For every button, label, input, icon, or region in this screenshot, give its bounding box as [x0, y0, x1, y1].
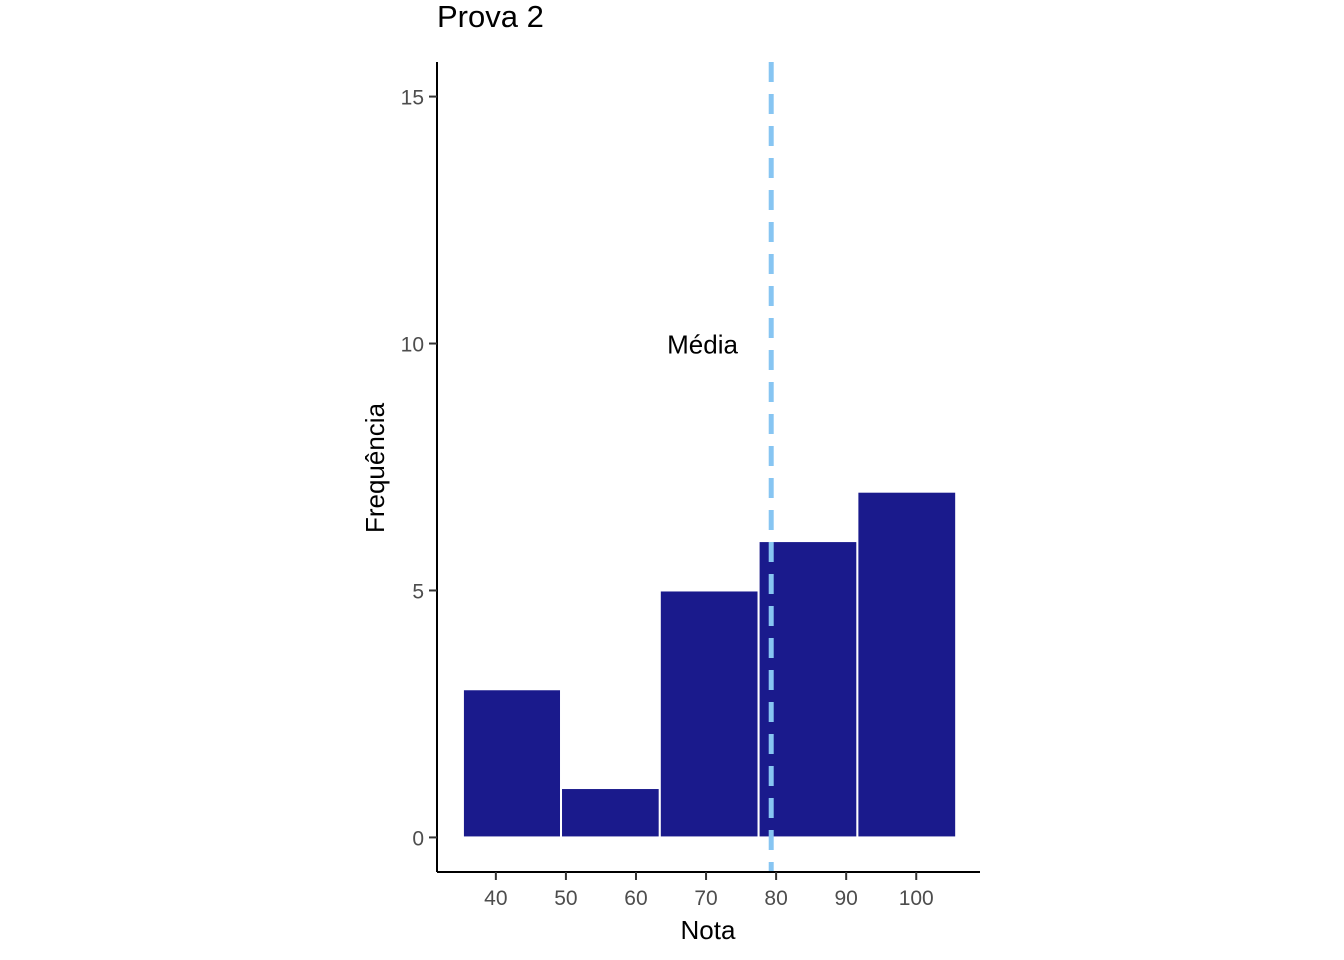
chart-title: Prova 2 — [437, 0, 544, 34]
mean-annotation: Média — [667, 330, 738, 360]
x-tick-label-70: 70 — [694, 887, 717, 910]
x-axis-title: Nota — [681, 915, 736, 945]
histogram-bar-3 — [658, 589, 760, 839]
x-tick-label-100: 100 — [899, 887, 934, 910]
y-tick-label-0: 0 — [412, 827, 424, 850]
histogram-bar-4 — [757, 540, 859, 839]
x-tick-label-50: 50 — [554, 887, 577, 910]
bars-group — [461, 490, 958, 839]
x-tick-label-90: 90 — [834, 887, 857, 910]
x-tick-label-60: 60 — [624, 887, 647, 910]
y-tick-label-15: 15 — [401, 87, 424, 110]
x-axis-ticks: 40 50 60 70 80 90 100 — [484, 872, 934, 910]
x-tick-label-80: 80 — [764, 887, 787, 910]
x-tick-label-40: 40 — [484, 887, 507, 910]
y-axis-ticks: 0 5 10 15 — [401, 87, 437, 850]
histogram-bar-1 — [461, 688, 563, 839]
y-tick-label-10: 10 — [401, 334, 424, 357]
y-axis-title: Frequência — [360, 402, 390, 533]
y-tick-label-5: 5 — [412, 580, 424, 603]
histogram-bar-2 — [560, 787, 661, 839]
histogram-bar-5 — [856, 490, 958, 839]
